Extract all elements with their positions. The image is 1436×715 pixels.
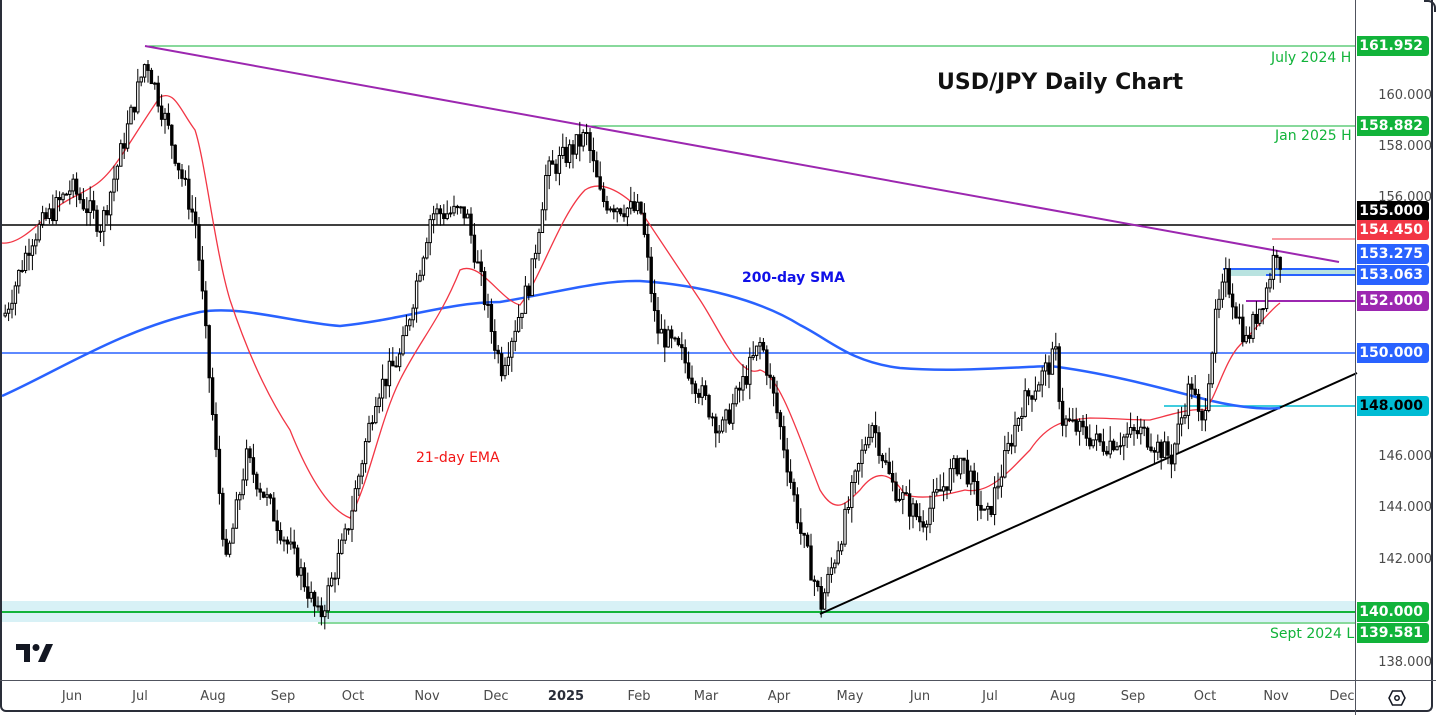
time-tick: Jul [132,689,148,704]
price-tick: 160.000 [1378,88,1432,103]
jan-2025-high-label: Jan 2025 H [1275,128,1352,144]
time-tick: Aug [200,689,226,704]
price-level-badge: 154.450 [1357,220,1429,240]
resistance-zone [1225,269,1355,276]
price-level-badge: 139.581 [1357,623,1429,643]
price-level-badge: 152.000 [1357,291,1429,311]
time-tick: Jun [909,689,931,704]
time-tick: Mar [693,689,719,704]
time-tick: Aug [1050,689,1076,704]
price-level-badge: 161.952 [1357,36,1429,56]
price-level-badge: 155.000 [1357,201,1429,221]
settings-hexagon-icon [1388,690,1406,706]
time-axis-separator [0,680,1436,681]
tradingview-logo-icon [16,644,53,662]
price-axis-separator [1355,0,1356,715]
time-tick: Nov [1263,689,1289,704]
july-2024-high-label: July 2024 H [1271,50,1352,66]
price-level-badge: 153.275 [1357,244,1429,264]
price-level-badge: 150.000 [1357,343,1429,363]
price-level-badge: 148.000 [1357,396,1429,416]
ema-label: 21-day EMA [416,450,500,466]
time-tick: Sep [270,689,296,704]
time-tick: Oct [341,689,365,704]
descending-trendline [144,45,1340,263]
price-tick: 142.000 [1378,552,1432,567]
chart-title: USD/JPY Daily Chart [937,70,1184,95]
ascending-trendline [819,372,1358,615]
price-tick: 158.000 [1378,139,1432,154]
candlestick-series [3,60,1282,630]
time-tick: Apr [767,689,791,704]
price-level-badge: 158.882 [1357,116,1429,136]
time-tick: Nov [414,689,440,704]
price-tick: 146.000 [1378,449,1432,464]
time-tick: Dec [483,689,509,704]
chart-settings-button[interactable] [1385,687,1409,709]
time-tick: Dec [1329,689,1355,704]
frame-corner [1424,0,1436,12]
sma-200-line [1,279,1281,410]
time-tick: Sep [1120,689,1146,704]
ema-21-line [1,94,1281,519]
time-tick: Jul [982,689,998,704]
sma-label: 200-day SMA [742,270,845,286]
time-tick: 2025 [547,689,585,704]
price-level-badge: 140.000 [1357,602,1429,622]
sept-2024-low-label: Sept 2024 L [1270,626,1355,642]
time-tick: Feb [627,689,651,704]
time-tick: May [836,689,864,704]
price-level-badge: 153.063 [1357,265,1429,285]
time-tick: Jun [61,689,83,704]
price-tick: 138.000 [1378,655,1432,670]
price-tick: 144.000 [1378,500,1432,515]
time-tick: Oct [1193,689,1217,704]
tradingview-logo[interactable] [16,644,54,666]
